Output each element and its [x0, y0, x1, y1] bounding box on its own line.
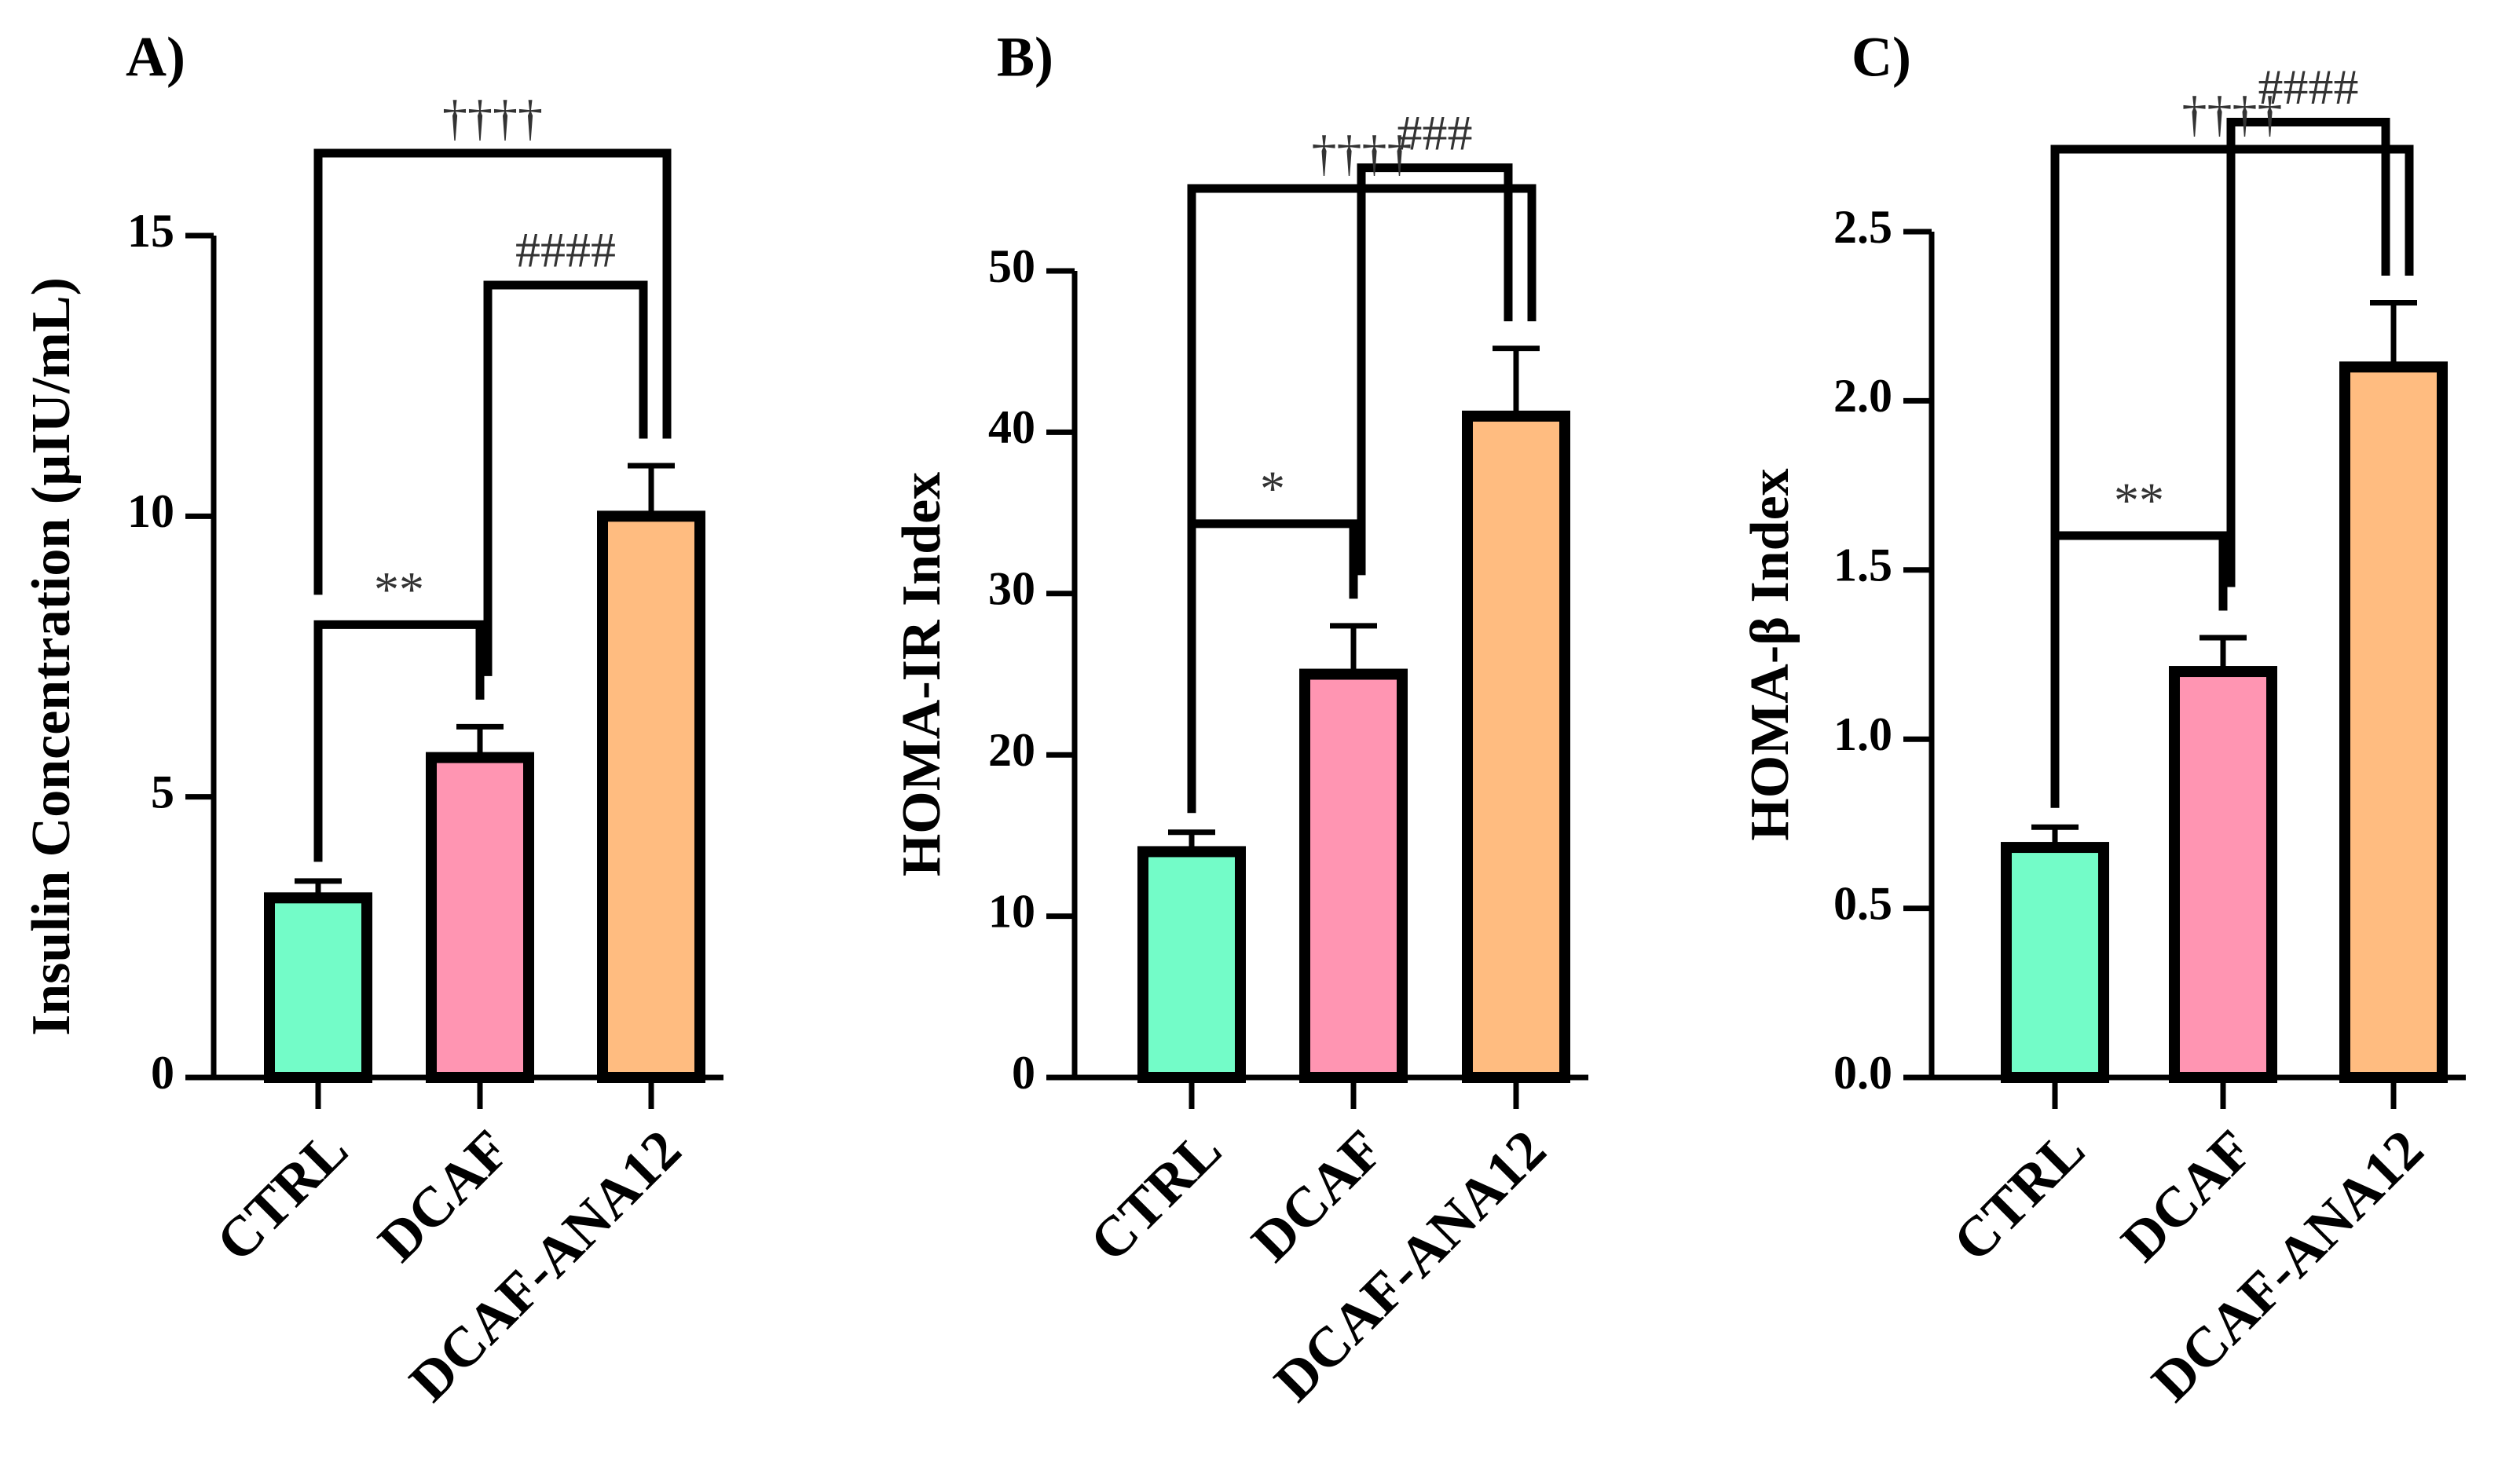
significance-label: ** [2114, 473, 2164, 529]
significance-bracket [483, 280, 648, 676]
y-tick-label: 40 [988, 401, 1035, 453]
significance-bracket [1187, 519, 1358, 814]
x-tick-label: DCAF [1240, 1118, 1395, 1273]
y-tick-label: 10 [988, 885, 1035, 937]
y-axis-label: HOMA-IR Index [892, 472, 952, 876]
panel-label: B) [997, 26, 1053, 89]
significance-label: #### [2258, 59, 2359, 115]
significance-label: ** [374, 562, 424, 617]
bar-dcaf-ana12 [597, 510, 705, 1083]
significance-label: †††† [1312, 126, 1412, 181]
y-tick-label: 50 [988, 240, 1035, 292]
bar-ctrl [2001, 842, 2109, 1084]
bar-dcaf-ana12 [1462, 410, 1570, 1083]
significance-label: #### [515, 222, 616, 278]
significance-bracket [1357, 163, 1513, 576]
x-tick-label: CTRL [204, 1118, 360, 1273]
significance-bracket [2226, 117, 2390, 587]
y-tick-label: 10 [127, 485, 174, 537]
bar-ctrl [1137, 846, 1246, 1083]
significance-label: * [1260, 461, 1285, 517]
significance-bracket [2050, 531, 2228, 808]
bar-dcaf [2169, 666, 2277, 1083]
y-tick-label: 30 [988, 563, 1035, 615]
significance-label: ### [1397, 104, 1473, 160]
bar-dcaf [1299, 668, 1408, 1083]
bar-dcaf [426, 752, 534, 1083]
panel-3: C) HOMA-β Index 0.0 0.5 1.0 1.5 2.0 2.5 CTRL DCAF… [1740, 26, 2466, 1414]
significance-label: †††† [2182, 86, 2283, 142]
significance-bracket [313, 620, 485, 862]
panel-1: A) Insulin Concentration (µIU/mL) 0 5 10 15 CT… [21, 26, 723, 1414]
y-tick-label: 15 [127, 205, 174, 257]
x-tick-label: DCAF [2109, 1118, 2265, 1273]
x-tick-label: CTRL [1078, 1118, 1233, 1273]
bar-dcaf-ana12 [2339, 361, 2448, 1083]
y-tick-label: 1.5 [1833, 540, 1892, 591]
panel-label: A) [126, 26, 185, 89]
y-tick-label: 0 [151, 1047, 174, 1099]
y-tick-label: 20 [988, 724, 1035, 776]
significance-bracket [313, 148, 672, 595]
bar-ctrl [264, 892, 372, 1083]
x-tick-label: CTRL [1941, 1118, 2097, 1273]
significance-label: †††† [442, 90, 543, 146]
y-tick-label: 1.0 [1833, 708, 1892, 760]
y-tick-label: 5 [151, 766, 174, 818]
y-tick-label: 0 [1012, 1047, 1035, 1099]
panel-label: C) [1852, 26, 1911, 89]
y-axis-label: Insulin Concentration (µIU/mL) [21, 277, 82, 1036]
y-tick-label: 0.0 [1833, 1047, 1892, 1099]
y-tick-label: 2.0 [1833, 370, 1892, 422]
significance-bracket [2050, 145, 2414, 541]
y-tick-label: 2.5 [1833, 201, 1892, 253]
y-tick-label: 0.5 [1833, 877, 1892, 929]
significance-bracket [1187, 184, 1537, 547]
x-tick-label: DCAF [366, 1118, 522, 1273]
y-axis-label: HOMA-β Index [1740, 468, 1800, 840]
